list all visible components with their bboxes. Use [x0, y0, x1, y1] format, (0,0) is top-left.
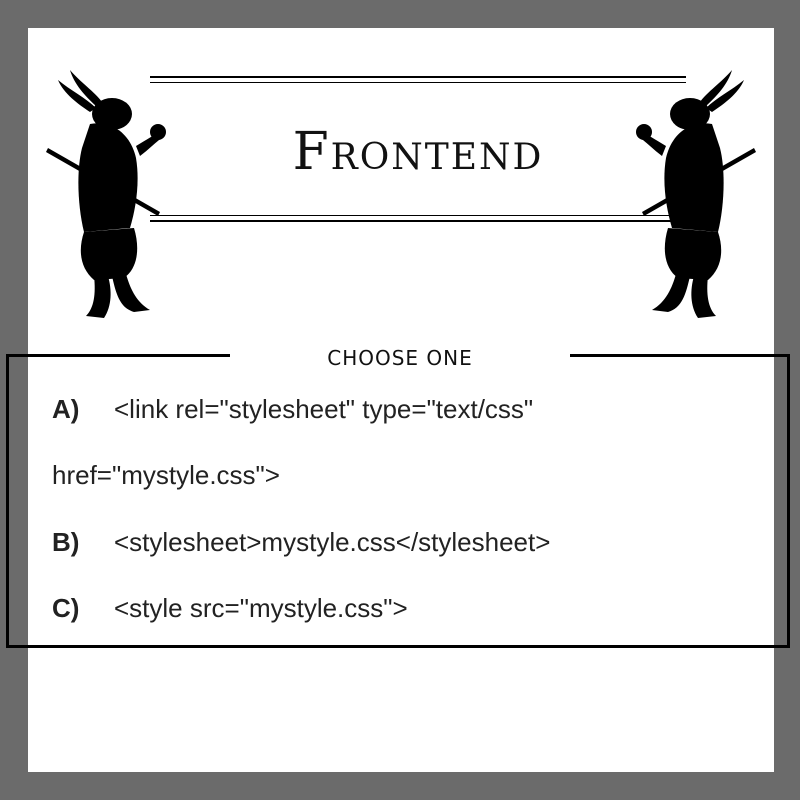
banner-title: Frontend — [292, 122, 544, 182]
question-box-label-gap — [230, 348, 570, 362]
question-label: CHOOSE ONE — [327, 346, 473, 370]
option-c[interactable]: C) <style src="mystyle.css"> — [52, 593, 772, 624]
option-letter: A) — [52, 394, 80, 424]
option-letter: C) — [52, 593, 80, 623]
option-text: <style src="mystyle.css"> — [114, 593, 408, 623]
banner-bottom-line — [150, 220, 686, 222]
option-a[interactable]: A) <link rel="stylesheet" type="text/css" — [52, 394, 772, 425]
option-a-continuation[interactable]: href="mystyle.css"> — [52, 460, 772, 491]
banner-top-line-thin — [150, 82, 686, 83]
banner-top-line — [150, 76, 686, 78]
option-text: href="mystyle.css"> — [52, 460, 280, 490]
rabbit-knight-icon — [636, 70, 756, 318]
option-b[interactable]: B) <stylesheet>mystyle.css</stylesheet> — [52, 527, 772, 558]
card — [28, 28, 774, 772]
banner-bottom-line-thin — [150, 215, 686, 216]
option-text: <link rel="stylesheet" type="text/css" — [114, 394, 534, 424]
rabbit-knight-icon — [46, 70, 166, 318]
option-letter: B) — [52, 527, 80, 557]
option-text: <stylesheet>mystyle.css</stylesheet> — [114, 527, 551, 557]
